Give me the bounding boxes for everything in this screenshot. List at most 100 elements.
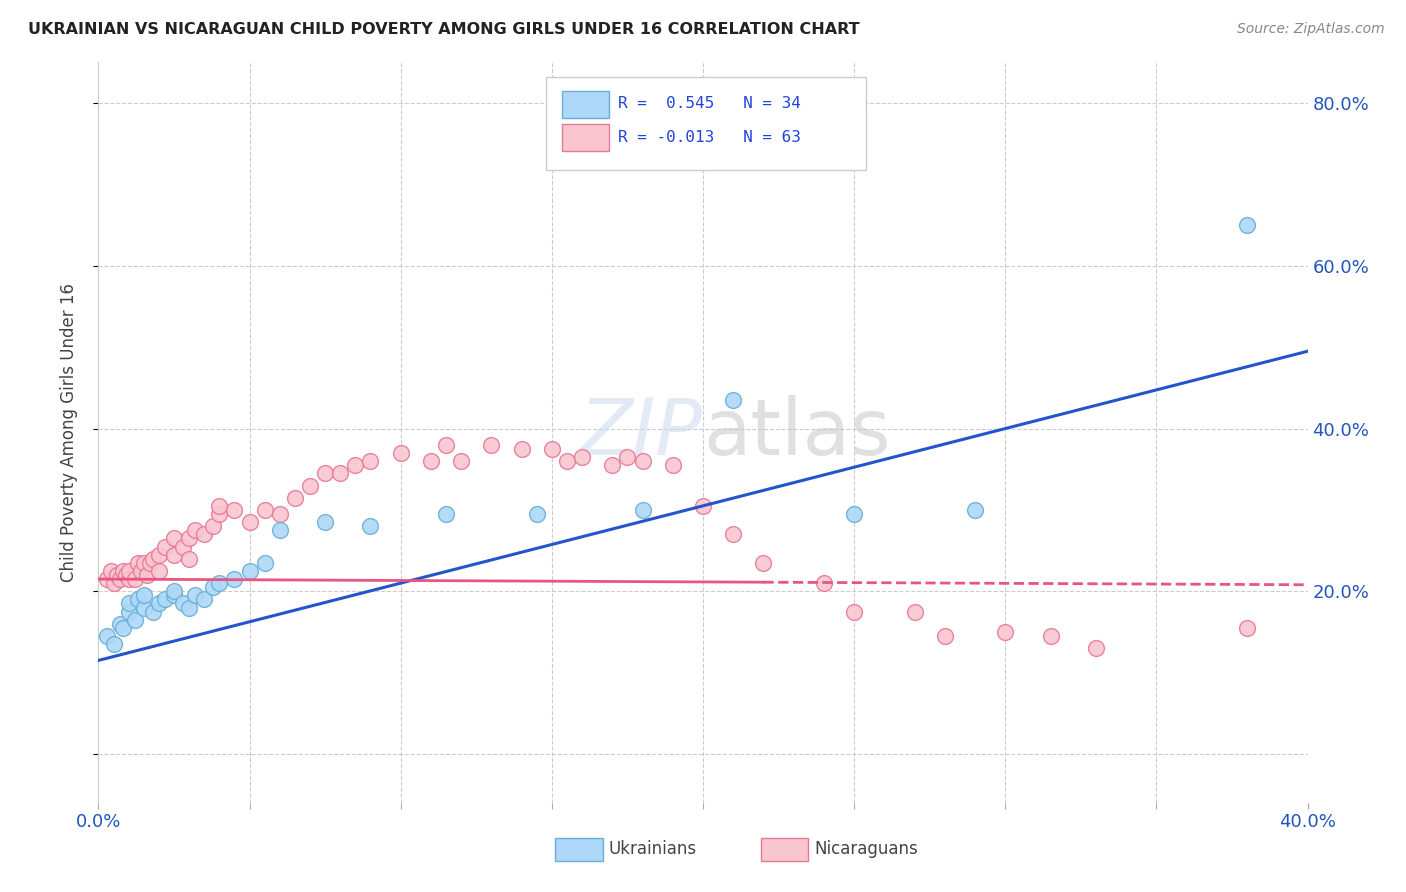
Point (389, 446, 412, 460)
Point (148, 597, 170, 611)
Point (172, 540, 194, 554)
Point (108, 616, 131, 631)
Point (108, 572, 131, 586)
Point (202, 519, 225, 533)
Point (540, 442, 562, 456)
Text: UKRAINIAN VS NICARAGUAN CHILD POVERTY AMONG GIRLS UNDER 16 CORRELATION CHART: UKRAINIAN VS NICARAGUAN CHILD POVERTY AM… (28, 22, 859, 37)
Point (118, 564, 141, 578)
Point (163, 548, 186, 562)
Point (142, 605, 165, 619)
Point (965, 503, 987, 517)
Point (692, 499, 714, 513)
Point (434, 438, 457, 452)
Point (124, 613, 146, 627)
FancyBboxPatch shape (561, 124, 609, 152)
Point (179, 551, 201, 566)
Point (616, 450, 638, 464)
Point (1039, 629, 1062, 643)
Point (111, 564, 134, 578)
Point (723, 393, 745, 408)
Point (420, 454, 443, 468)
Point (124, 572, 146, 586)
FancyBboxPatch shape (546, 78, 866, 169)
Point (344, 458, 367, 472)
Point (179, 532, 201, 546)
Point (118, 597, 141, 611)
Text: Source: ZipAtlas.com: Source: ZipAtlas.com (1237, 22, 1385, 37)
Point (208, 576, 231, 591)
Point (239, 564, 262, 578)
FancyBboxPatch shape (761, 838, 808, 862)
Point (118, 605, 141, 619)
Point (224, 503, 246, 517)
Point (329, 467, 352, 481)
Point (314, 467, 336, 481)
Point (163, 584, 186, 599)
Point (132, 556, 155, 570)
Text: R =  0.545   N = 34: R = 0.545 N = 34 (619, 96, 801, 112)
Point (224, 572, 246, 586)
Point (360, 454, 382, 468)
Point (661, 458, 683, 472)
Point (994, 624, 1017, 639)
Point (114, 568, 136, 582)
Point (132, 600, 155, 615)
Point (163, 588, 186, 602)
Point (105, 568, 128, 582)
Point (153, 540, 176, 554)
Point (129, 564, 152, 578)
Point (193, 527, 215, 541)
Point (172, 597, 194, 611)
Point (239, 515, 262, 529)
Point (813, 576, 835, 591)
Point (284, 491, 307, 505)
Point (96, 629, 118, 643)
Point (153, 592, 176, 607)
Text: R = -0.013   N = 63: R = -0.013 N = 63 (619, 129, 801, 145)
Point (299, 478, 322, 492)
Point (139, 556, 162, 570)
Point (100, 564, 122, 578)
Point (1236, 218, 1258, 232)
Point (208, 499, 231, 513)
Point (253, 556, 276, 570)
Point (434, 507, 457, 521)
Point (103, 576, 125, 591)
Point (96, 572, 118, 586)
Point (526, 507, 548, 521)
Point (555, 454, 578, 468)
FancyBboxPatch shape (561, 91, 609, 118)
Point (148, 548, 170, 562)
Point (934, 629, 956, 643)
Text: Ukrainians: Ukrainians (609, 840, 697, 858)
Point (184, 523, 207, 537)
Point (118, 572, 141, 586)
Point (269, 523, 291, 537)
Text: Nicaraguans: Nicaraguans (814, 840, 918, 858)
Point (723, 527, 745, 541)
Point (269, 507, 291, 521)
Point (148, 564, 170, 578)
Text: atlas: atlas (703, 394, 890, 471)
Point (360, 519, 382, 533)
Point (450, 454, 472, 468)
Point (179, 600, 201, 615)
Point (1236, 621, 1258, 635)
Point (127, 592, 149, 607)
Point (844, 507, 866, 521)
Point (184, 588, 207, 602)
Point (631, 503, 654, 517)
Point (208, 507, 231, 521)
Point (127, 556, 149, 570)
Point (481, 438, 503, 452)
Point (752, 556, 775, 570)
Point (103, 637, 125, 651)
Point (163, 532, 186, 546)
Point (132, 588, 155, 602)
Point (193, 592, 215, 607)
Point (904, 605, 927, 619)
Point (142, 551, 165, 566)
FancyBboxPatch shape (555, 838, 603, 862)
Y-axis label: Child Poverty Among Girls Under 16: Child Poverty Among Girls Under 16 (59, 283, 77, 582)
Point (631, 454, 654, 468)
